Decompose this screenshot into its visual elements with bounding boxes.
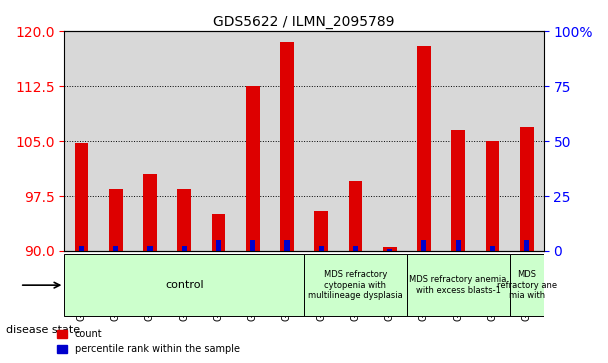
Bar bbox=[353, 246, 358, 251]
Bar bbox=[133, 32, 167, 251]
Bar bbox=[201, 32, 235, 251]
Text: MDS refractory anemia
with excess blasts-1: MDS refractory anemia with excess blasts… bbox=[409, 276, 507, 295]
Bar bbox=[319, 246, 323, 251]
Bar bbox=[451, 130, 465, 251]
FancyBboxPatch shape bbox=[407, 254, 510, 316]
Bar bbox=[280, 42, 294, 251]
Bar bbox=[373, 32, 407, 251]
Legend: count, percentile rank within the sample: count, percentile rank within the sample bbox=[54, 326, 244, 358]
Bar bbox=[98, 32, 133, 251]
Bar bbox=[314, 211, 328, 251]
Text: MDS
refractory ane
mia with: MDS refractory ane mia with bbox=[497, 270, 557, 300]
Text: control: control bbox=[165, 280, 204, 290]
Bar bbox=[383, 247, 396, 251]
Bar bbox=[167, 32, 201, 251]
Bar bbox=[407, 32, 441, 251]
Bar bbox=[490, 246, 495, 251]
Bar bbox=[178, 189, 191, 251]
Bar bbox=[147, 246, 153, 251]
Bar bbox=[475, 32, 510, 251]
FancyBboxPatch shape bbox=[64, 254, 304, 316]
Bar bbox=[270, 32, 304, 251]
Bar bbox=[285, 240, 289, 251]
Bar bbox=[455, 240, 461, 251]
Bar bbox=[64, 32, 98, 251]
Bar bbox=[75, 143, 88, 251]
Bar bbox=[235, 32, 270, 251]
Bar bbox=[182, 246, 187, 251]
Bar bbox=[510, 32, 544, 251]
Bar bbox=[524, 240, 529, 251]
Bar bbox=[486, 141, 499, 251]
Title: GDS5622 / ILMN_2095789: GDS5622 / ILMN_2095789 bbox=[213, 15, 395, 29]
Bar bbox=[246, 86, 260, 251]
Bar bbox=[304, 32, 338, 251]
Bar bbox=[143, 174, 157, 251]
Bar bbox=[441, 32, 475, 251]
Bar bbox=[387, 249, 392, 251]
FancyBboxPatch shape bbox=[510, 254, 544, 316]
Bar bbox=[421, 240, 426, 251]
Bar bbox=[79, 246, 84, 251]
Bar bbox=[520, 127, 533, 251]
Bar bbox=[250, 240, 255, 251]
Bar bbox=[348, 182, 362, 251]
FancyBboxPatch shape bbox=[304, 254, 407, 316]
Bar bbox=[417, 46, 431, 251]
Bar bbox=[338, 32, 373, 251]
Bar bbox=[216, 240, 221, 251]
Bar bbox=[109, 189, 123, 251]
Text: disease state: disease state bbox=[6, 325, 80, 335]
Bar bbox=[212, 214, 226, 251]
Bar bbox=[113, 246, 119, 251]
Text: MDS refractory
cytopenia with
multilineage dysplasia: MDS refractory cytopenia with multilinea… bbox=[308, 270, 403, 300]
